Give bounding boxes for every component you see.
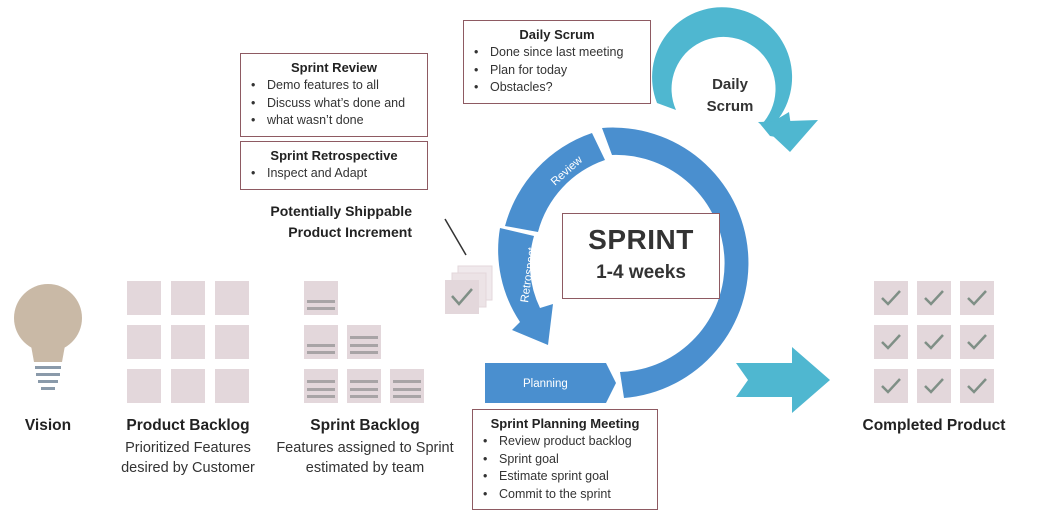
sprint-task-tile: [304, 325, 338, 359]
check-icon: [960, 369, 994, 403]
daily-line2: Scrum: [706, 98, 754, 115]
product-backlog-sub1: Prioritized Features: [125, 440, 251, 456]
check-icon: [960, 325, 994, 359]
backlog-tile: [215, 325, 249, 359]
list-item: Done since last meeting: [474, 44, 650, 62]
increment-label: Potentially Shippable Product Increment: [240, 201, 412, 243]
product-backlog-sub2: desired by Customer: [121, 460, 255, 476]
daily-scrum-loop-label: Daily Scrum: [690, 74, 770, 118]
list-item: Obstacles?: [474, 79, 650, 97]
backlog-tile: [127, 325, 161, 359]
daily-scrum-loop: [652, 7, 793, 140]
backlog-tile: [171, 369, 205, 403]
list-item: Inspect and Adapt: [251, 165, 427, 183]
increment-stack-icon: [445, 265, 493, 314]
planning-bar: [485, 363, 616, 403]
sprint-task-tile: [304, 281, 338, 315]
list-item: Commit to the sprint: [483, 486, 657, 504]
sprint-planning-list: Review product backlog Sprint goal Estim…: [473, 433, 657, 503]
sprint-backlog-sub: Features assigned to Sprint estimated by…: [266, 438, 464, 478]
completed-product-label: Completed Product: [862, 417, 1006, 434]
list-item: Discuss what’s done and: [251, 95, 427, 113]
planning-label: Planning: [523, 378, 568, 390]
sprint-duration: 1-4 weeks: [596, 262, 686, 283]
list-item: Demo features to all: [251, 77, 427, 95]
retrospect-arc: [498, 228, 553, 345]
backlog-tile: [171, 325, 205, 359]
sprint-review-box: Sprint Review Demo features to all Discu…: [240, 53, 428, 137]
check-icon: [917, 325, 951, 359]
sprint-retrospective-title: Sprint Retrospective: [270, 148, 398, 163]
list-item-continued: what wasn’t done: [267, 113, 364, 127]
sprint-planning-title: Sprint Planning Meeting: [490, 416, 640, 431]
sprint-backlog-sub1: Features assigned to Sprint: [276, 440, 454, 456]
product-backlog-label: Product Backlog: [126, 417, 250, 434]
increment-line1: Potentially Shippable: [270, 203, 412, 219]
check-icon: [874, 281, 908, 315]
product-backlog-sub: Prioritized Features desired by Customer: [98, 438, 278, 478]
backlog-tile: [215, 281, 249, 315]
check-icon: [917, 281, 951, 315]
sprint-planning-box: Sprint Planning Meeting Review product b…: [472, 409, 658, 510]
implementation-arc: [602, 127, 749, 398]
check-icon: [874, 369, 908, 403]
sprint-retrospective-list: Inspect and Adapt: [241, 165, 427, 183]
daily-scrum-list: Done since last meeting Plan for today O…: [464, 44, 650, 97]
list-item: what wasn’t done: [251, 112, 427, 130]
output-arrow: [736, 347, 830, 413]
backlog-tile: [127, 281, 161, 315]
sprint-task-tile: [390, 369, 424, 403]
daily-scrum-box: Daily Scrum Done since last meeting Plan…: [463, 20, 651, 104]
backlog-tile: [127, 369, 161, 403]
backlog-tile: [171, 281, 205, 315]
backlog-tile: [215, 369, 249, 403]
sprint-task-tile: [347, 369, 381, 403]
sprint-review-list: Demo features to all Discuss what’s done…: [241, 77, 427, 130]
sprint-retrospective-box: Sprint Retrospective Inspect and Adapt: [240, 141, 428, 190]
daily-scrum-title: Daily Scrum: [519, 27, 595, 42]
increment-connector: [444, 218, 467, 256]
daily-scrum-arrowhead: [758, 120, 818, 152]
review-arc: [505, 133, 605, 232]
sprint-center-box: SPRINT 1-4 weeks: [562, 213, 720, 299]
check-icon: [917, 369, 951, 403]
check-icon: [960, 281, 994, 315]
sprint-task-tile: [347, 325, 381, 359]
list-item: Plan for today: [474, 62, 650, 80]
sprint-task-tile: [304, 369, 338, 403]
vision-label: Vision: [24, 417, 72, 434]
sprint-backlog-label: Sprint Backlog: [310, 417, 420, 434]
list-item: Review product backlog: [483, 433, 657, 451]
increment-line2: Product Increment: [288, 224, 412, 240]
check-icon: [874, 325, 908, 359]
lightbulb-icon: [14, 284, 82, 390]
sprint-backlog-sub2: estimated by team: [305, 460, 425, 476]
sprint-review-title: Sprint Review: [291, 60, 377, 75]
daily-line1: Daily: [712, 76, 748, 93]
list-item: Sprint goal: [483, 451, 657, 469]
list-item: Estimate sprint goal: [483, 468, 657, 486]
sprint-title: SPRINT: [588, 224, 694, 255]
